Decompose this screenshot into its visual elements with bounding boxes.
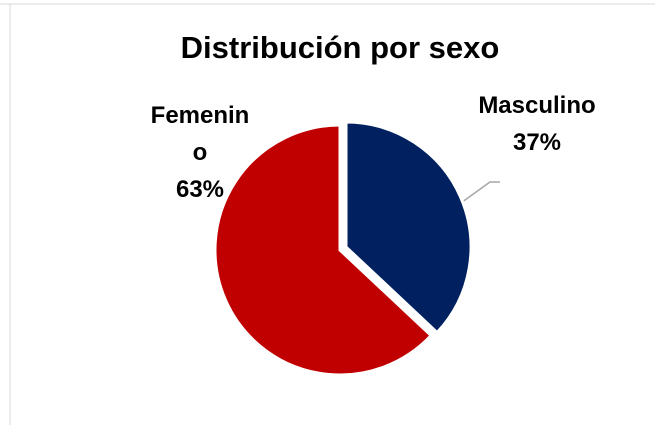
value-label: 63%: [175, 176, 225, 203]
slice-label: Masculino 37%: [452, 87, 622, 161]
pie-slice: [344, 120, 473, 335]
pie-slice: [213, 123, 434, 377]
category-label: Femenino: [150, 102, 250, 166]
category-label: Masculino: [478, 92, 596, 119]
value-label: 37%: [512, 129, 562, 156]
chart-title: Distribución por sexo: [181, 30, 500, 65]
leader-line: [457, 181, 500, 206]
slice-label: Femenino 63%: [145, 97, 255, 208]
